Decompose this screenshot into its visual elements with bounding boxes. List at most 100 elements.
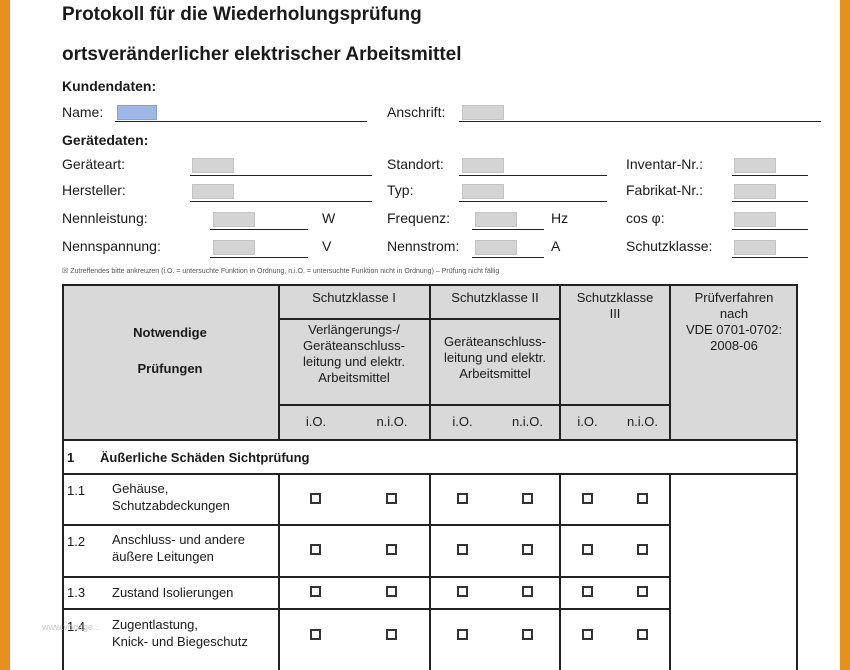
rated-voltage-field[interactable] (213, 240, 255, 255)
col-divider-b-body (429, 473, 431, 670)
checkbox-1-2-ok-c2[interactable] (457, 544, 468, 555)
col-not-ok-class-1: n.i.O. (376, 414, 408, 429)
col-divider-a-body (278, 473, 280, 670)
checkbox-1-4-ok-c1[interactable] (310, 629, 321, 640)
checkbox-1-3-ok-c1[interactable] (310, 586, 321, 597)
header-class-2: Schutzklasse II (451, 290, 539, 305)
checkbox-1-4-nok-c3[interactable] (637, 629, 648, 640)
header-divider-okcols (278, 404, 670, 406)
frequency-field[interactable] (475, 212, 517, 227)
col-divider-d-body (669, 473, 671, 670)
checkbox-1-4-ok-c2[interactable] (457, 629, 468, 640)
unit-volt: V (322, 238, 332, 254)
location-underline (459, 175, 607, 176)
label-location: Standort: (387, 156, 444, 172)
label-address: Anschrift: (387, 104, 446, 120)
row-1-2-text: Anschluss- und andere äußere Leitungen (112, 532, 245, 564)
protocol-document: Protokoll für die Wiederholungsprüfung o… (10, 0, 840, 670)
document-title-line-2: ortsveränderlicher elektrischer Arbeitsm… (62, 44, 462, 65)
row-divider-1 (62, 524, 670, 526)
rated-voltage-underline (210, 257, 308, 258)
label-manufacturer: Hersteller: (62, 182, 126, 198)
label-device-type: Geräteart: (62, 156, 126, 172)
protection-class-underline (732, 257, 808, 258)
checkbox-1-3-ok-c3[interactable] (582, 586, 593, 597)
device-type-field[interactable] (192, 158, 234, 173)
manufacturer-field[interactable] (192, 184, 234, 199)
label-rated-power: Nennleistung: (62, 210, 148, 226)
checkbox-1-3-nok-c1[interactable] (386, 586, 397, 597)
label-name: Name: (62, 104, 104, 120)
model-underline (459, 201, 607, 202)
header-required-checks: Notwendige Prüfungen (133, 325, 207, 376)
unit-watt: W (322, 210, 336, 226)
label-protection-class: Schutzklasse: (626, 238, 713, 254)
header-bottom-border (62, 439, 798, 441)
address-field[interactable] (462, 105, 504, 120)
label-frequency: Frequenz: (387, 210, 451, 226)
checkbox-1-1-ok-c1[interactable] (310, 493, 321, 504)
label-model: Typ: (387, 182, 414, 198)
label-rated-voltage: Nennspannung: (62, 238, 161, 254)
checkbox-1-4-ok-c3[interactable] (582, 629, 593, 640)
serial-no-underline (732, 201, 808, 202)
protection-class-field[interactable] (734, 240, 776, 255)
serial-no-field[interactable] (734, 184, 776, 199)
table-border-right (796, 284, 798, 670)
address-underline (459, 121, 821, 122)
checkbox-1-4-nok-c2[interactable] (522, 629, 533, 640)
inventory-no-underline (732, 175, 808, 176)
checkbox-1-2-nok-c3[interactable] (637, 544, 648, 555)
row-1-4-number: 1.4 (67, 619, 86, 634)
rated-current-underline (472, 257, 544, 258)
rated-current-field[interactable] (475, 240, 517, 255)
manufacturer-underline (190, 201, 372, 202)
row-1-3-text: Zustand Isolierungen (112, 585, 234, 600)
checkbox-1-1-ok-c3[interactable] (582, 493, 593, 504)
label-cos-phi: cos φ: (626, 210, 665, 226)
checkbox-1-1-nok-c3[interactable] (637, 493, 648, 504)
col-divider-c-body (559, 473, 561, 670)
section-1-title: Äußerliche Schäden Sichtprüfung (100, 450, 310, 465)
label-serial-no: Fabrikat-Nr.: (626, 182, 704, 198)
checkbox-1-4-nok-c1[interactable] (386, 629, 397, 640)
location-field[interactable] (462, 158, 504, 173)
col-ok-class-2: i.O. (452, 414, 473, 429)
name-field[interactable] (117, 105, 157, 120)
checkbox-1-2-nok-c2[interactable] (522, 544, 533, 555)
model-field[interactable] (462, 184, 504, 199)
unit-ampere: A (551, 238, 561, 254)
frequency-underline (472, 229, 544, 230)
header-divider-classes (278, 318, 560, 320)
checkbox-1-3-ok-c2[interactable] (457, 586, 468, 597)
row-1-1-number: 1.1 (67, 483, 86, 498)
device-type-underline (190, 175, 372, 176)
checkbox-1-2-ok-c1[interactable] (310, 544, 321, 555)
rated-power-field[interactable] (213, 212, 255, 227)
checkbox-1-1-nok-c1[interactable] (386, 493, 397, 504)
checkbox-1-3-nok-c3[interactable] (637, 586, 648, 597)
section-customer-data: Kundendaten: (62, 78, 157, 94)
col-divider-c-head (559, 284, 561, 440)
col-divider-b-head (429, 284, 431, 440)
col-ok-class-3: i.O. (577, 414, 598, 429)
cos-phi-underline (732, 229, 808, 230)
header-class-2-subtitle: Geräteanschluss-leitung und elektr. Arbei… (444, 334, 546, 381)
checkbox-1-2-nok-c1[interactable] (386, 544, 397, 555)
col-not-ok-class-3: n.i.O. (626, 414, 659, 429)
watermark: www.vorlage... (42, 622, 101, 632)
checkbox-1-3-nok-c2[interactable] (522, 586, 533, 597)
inventory-no-field[interactable] (734, 158, 776, 173)
checkbox-1-1-nok-c2[interactable] (522, 493, 533, 504)
row-divider-2 (62, 576, 670, 578)
document-title-line-1: Protokoll für die Wiederholungsprüfung (62, 4, 422, 25)
checkbox-1-2-ok-c3[interactable] (582, 544, 593, 555)
row-divider-3 (62, 608, 670, 610)
section-1-number: 1 (67, 450, 75, 465)
row-1-4-text: Zugentlastung, Knick- und Biegeschutz (112, 617, 248, 649)
header-test-procedure: Prüfverfahren nach VDE 0701-0702: 2008-06 (685, 290, 783, 353)
label-inventory-no: Inventar-Nr.: (626, 156, 704, 172)
instruction-note: ☒ Zutreffendes bitte ankreuzen (i.O. = u… (62, 268, 500, 275)
checkbox-1-1-ok-c2[interactable] (457, 493, 468, 504)
cos-phi-field[interactable] (734, 212, 776, 227)
